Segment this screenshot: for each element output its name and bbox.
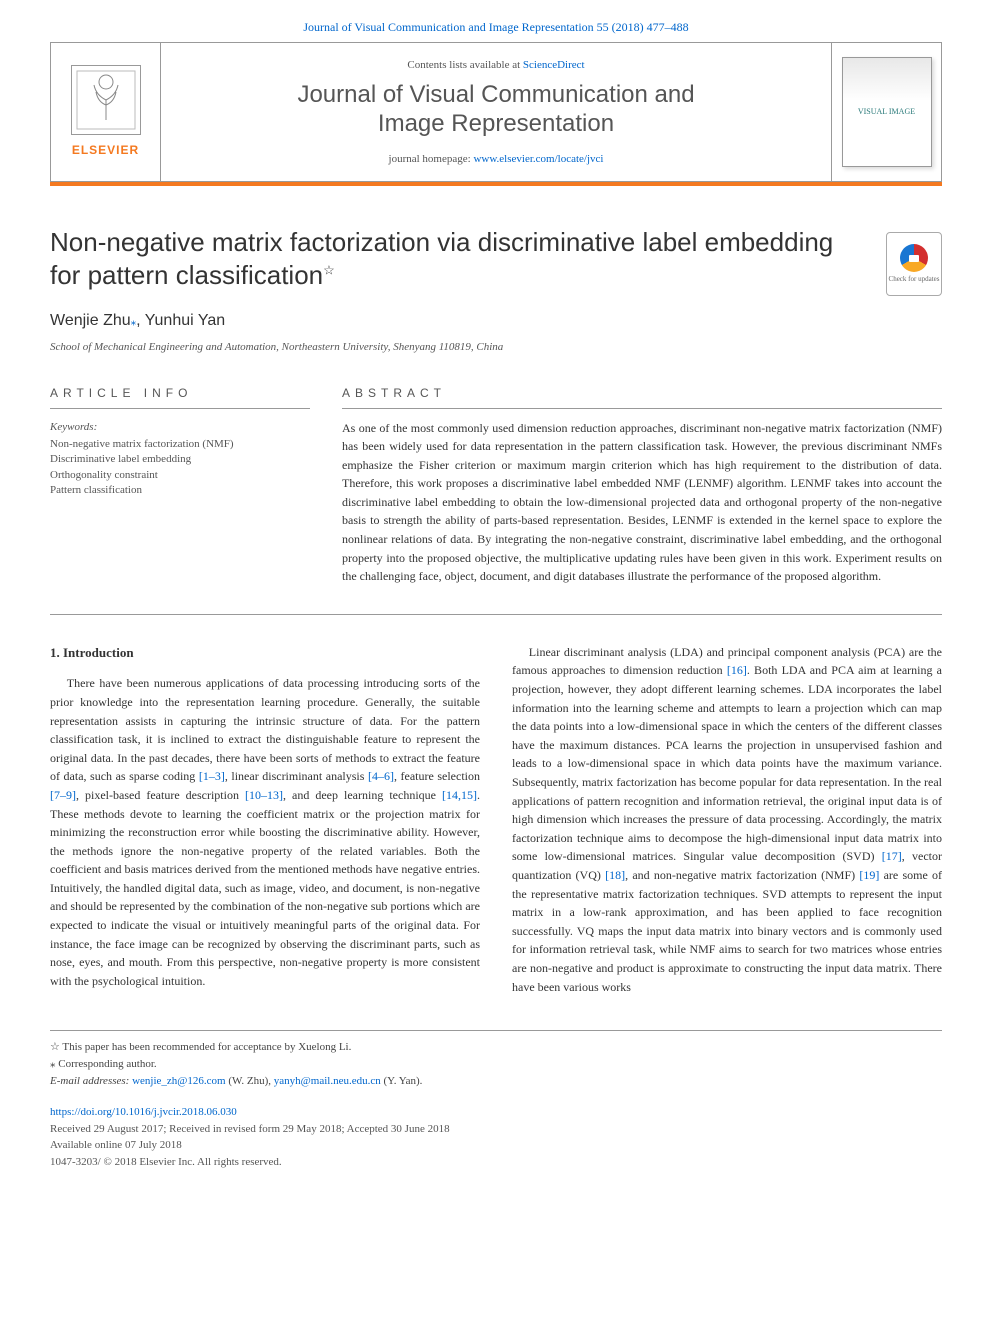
article-header: Check for updates Non-negative matrix fa… <box>50 226 942 356</box>
keyword-item: Discriminative label embedding <box>50 452 310 467</box>
keyword-item: Pattern classification <box>50 483 310 498</box>
email-link[interactable]: wenjie_zh@126.com <box>132 1075 226 1087</box>
author-1: Wenjie Zhu <box>50 312 131 329</box>
copyright-line: 1047-3203/ © 2018 Elsevier Inc. All righ… <box>50 1154 942 1171</box>
citation-link[interactable]: [4–6] <box>368 769 394 783</box>
crossmark-icon <box>900 244 928 272</box>
elsevier-tree-icon <box>71 65 141 135</box>
citation-link[interactable]: [16] <box>727 663 747 677</box>
journal-homepage-line: journal homepage: www.elsevier.com/locat… <box>389 151 604 168</box>
email-who: (Y. Yan). <box>381 1075 423 1087</box>
received-dates: Received 29 August 2017; Received in rev… <box>50 1121 942 1138</box>
journal-cover-thumbnail: VISUAL IMAGE <box>842 57 932 167</box>
email-link[interactable]: yanyh@mail.neu.edu.cn <box>274 1075 381 1087</box>
journal-name-line2: Image Representation <box>378 110 614 137</box>
keywords-heading: Keywords: <box>50 419 310 436</box>
masthead: ELSEVIER Contents lists available at Sci… <box>50 42 942 182</box>
citation-link[interactable]: [19] <box>859 868 879 882</box>
abstract-text: As one of the most commonly used dimensi… <box>342 419 942 586</box>
affiliation: School of Mechanical Engineering and Aut… <box>50 339 942 356</box>
body-text: , linear discriminant analysis <box>225 769 368 783</box>
citation-link[interactable]: [10–13] <box>245 788 283 802</box>
citation-link[interactable]: [1–3] <box>199 769 225 783</box>
body-right-column: Linear discriminant analysis (LDA) and p… <box>512 643 942 996</box>
running-header: Journal of Visual Communication and Imag… <box>0 0 992 42</box>
contents-prefix: Contents lists available at <box>407 59 522 71</box>
journal-name: Journal of Visual Communication and Imag… <box>297 81 694 139</box>
body-text: , feature selection <box>394 769 480 783</box>
authors-line: Wenjie Zhu⁎, Yunhui Yan <box>50 309 942 333</box>
body-left-column: 1. Introduction There have been numerous… <box>50 643 480 996</box>
citation-link[interactable]: [17] <box>882 849 902 863</box>
citation-link[interactable]: [14,15] <box>442 788 477 802</box>
section-heading-1: 1. Introduction <box>50 643 480 663</box>
footnotes: ☆ This paper has been recommended for ac… <box>50 1030 942 1090</box>
crossmark-text: Check for updates <box>889 276 940 284</box>
footnote-star: ☆ This paper has been recommended for ac… <box>50 1039 942 1056</box>
article-title-text: Non-negative matrix factorization via di… <box>50 227 833 290</box>
citation-link[interactable]: [18] <box>605 868 625 882</box>
cover-title-text: VISUAL IMAGE <box>858 106 915 118</box>
intro-paragraph-right: Linear discriminant analysis (LDA) and p… <box>512 643 942 996</box>
body-text: , pixel-based feature description <box>76 788 245 802</box>
info-abstract-row: ARTICLE INFO Keywords: Non-negative matr… <box>50 384 942 586</box>
contents-available-line: Contents lists available at ScienceDirec… <box>407 57 584 74</box>
abstract-column: ABSTRACT As one of the most commonly use… <box>342 384 942 586</box>
body-text: , and non-negative matrix factorization … <box>625 868 859 882</box>
footnote-corresponding: ⁎ Corresponding author. <box>50 1056 942 1073</box>
article-title: Non-negative matrix factorization via di… <box>50 226 942 291</box>
title-footnote-mark: ☆ <box>323 262 335 277</box>
masthead-center: Contents lists available at ScienceDirec… <box>161 43 831 181</box>
accent-bar <box>50 182 942 186</box>
body-text: . These methods devote to learning the c… <box>50 788 480 988</box>
crossmark-badge[interactable]: Check for updates <box>886 232 942 296</box>
publisher-logo-box: ELSEVIER <box>51 43 161 181</box>
article-info-label: ARTICLE INFO <box>50 384 310 409</box>
running-header-link[interactable]: Journal of Visual Communication and Imag… <box>303 20 688 34</box>
divider <box>50 614 942 615</box>
sciencedirect-link[interactable]: ScienceDirect <box>523 59 585 71</box>
doi-link[interactable]: https://doi.org/10.1016/j.jvcir.2018.06.… <box>50 1106 237 1118</box>
body-text: . Both LDA and PCA aim at learning a pro… <box>512 663 942 863</box>
body-columns: 1. Introduction There have been numerous… <box>50 643 942 996</box>
available-online: Available online 07 July 2018 <box>50 1137 942 1154</box>
article-info-column: ARTICLE INFO Keywords: Non-negative matr… <box>50 384 310 586</box>
doi-block: https://doi.org/10.1016/j.jvcir.2018.06.… <box>50 1104 942 1170</box>
footnote-emails: E-mail addresses: wenjie_zh@126.com (W. … <box>50 1073 942 1090</box>
publisher-wordmark: ELSEVIER <box>72 141 139 159</box>
keyword-item: Non-negative matrix factorization (NMF) <box>50 437 310 452</box>
journal-name-line1: Journal of Visual Communication and <box>297 81 694 108</box>
abstract-label: ABSTRACT <box>342 384 942 409</box>
journal-cover-box: VISUAL IMAGE <box>831 43 941 181</box>
journal-homepage-link[interactable]: www.elsevier.com/locate/jvci <box>473 153 603 165</box>
intro-paragraph-left: There have been numerous applications of… <box>50 674 480 990</box>
email-label: E-mail addresses: <box>50 1075 132 1087</box>
body-text: There have been numerous applications of… <box>50 676 480 783</box>
homepage-prefix: journal homepage: <box>389 153 474 165</box>
body-text: are some of the representative matrix fa… <box>512 868 942 994</box>
keywords-list: Non-negative matrix factorization (NMF) … <box>50 437 310 499</box>
keyword-item: Orthogonality constraint <box>50 468 310 483</box>
author-2: , Yunhui Yan <box>136 312 225 329</box>
citation-link[interactable]: [7–9] <box>50 788 76 802</box>
body-text: , and deep learning technique <box>283 788 442 802</box>
email-who: (W. Zhu), <box>226 1075 274 1087</box>
